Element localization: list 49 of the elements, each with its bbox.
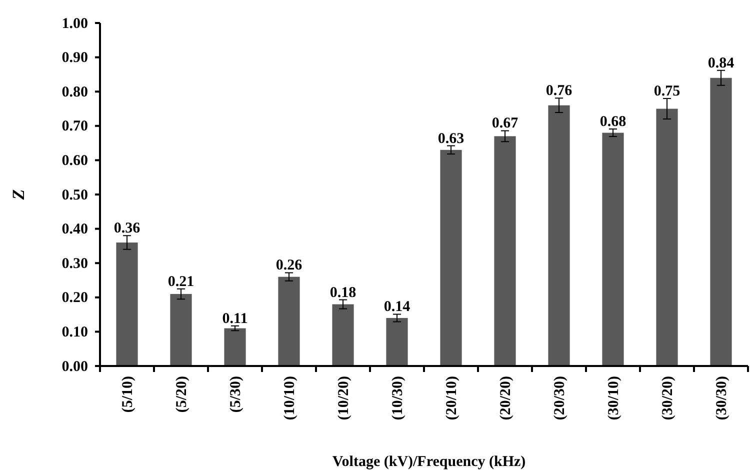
bar — [548, 105, 570, 366]
y-tick-label: 1.00 — [62, 16, 88, 32]
y-axis-title: Z — [9, 189, 28, 201]
bar — [440, 150, 462, 366]
x-tick-label: (10/20) — [336, 376, 352, 420]
x-tick-label: (20/10) — [444, 376, 460, 420]
bar — [710, 78, 732, 366]
data-label: 0.75 — [654, 83, 680, 100]
x-tick-label: (30/30) — [714, 376, 730, 420]
x-tick-label: (20/30) — [552, 376, 568, 420]
y-tick-label: 0.70 — [62, 118, 88, 135]
data-label: 0.76 — [546, 83, 573, 100]
x-tick-label: (10/10) — [282, 376, 298, 420]
data-label: 0.36 — [114, 220, 141, 237]
x-axis-title: Voltage (kV)/Frequency (kHz) — [332, 454, 526, 470]
y-tick-label: 0.50 — [62, 187, 88, 204]
data-label: 0.21 — [168, 274, 194, 290]
bar — [386, 318, 408, 366]
data-label: 0.84 — [708, 55, 735, 72]
data-label: 0.14 — [384, 299, 411, 316]
data-label: 0.67 — [492, 116, 519, 132]
bar — [170, 294, 192, 366]
x-tick-label: (30/10) — [606, 376, 622, 420]
x-tick-label: (5/20) — [174, 376, 190, 413]
bar — [224, 328, 246, 366]
bar — [656, 108, 678, 366]
bar — [332, 304, 354, 366]
bar — [116, 242, 138, 366]
y-tick-label: 0.00 — [62, 358, 88, 375]
x-tick-label: (5/30) — [228, 376, 244, 413]
y-tick-label: 0.20 — [62, 290, 88, 306]
x-tick-label: (5/10) — [120, 376, 136, 413]
bar — [602, 132, 624, 366]
bar — [494, 136, 516, 366]
data-label: 0.68 — [600, 114, 626, 130]
data-label: 0.11 — [222, 310, 248, 327]
data-label: 0.26 — [276, 258, 303, 274]
x-tick-label: (10/30) — [390, 376, 406, 420]
y-tick-label: 0.30 — [62, 256, 88, 272]
x-tick-label: (30/20) — [660, 376, 676, 420]
y-tick-label: 0.60 — [62, 153, 88, 169]
bar — [278, 276, 300, 366]
x-tick-label: (20/20) — [498, 376, 514, 420]
y-tick-label: 0.90 — [62, 50, 88, 66]
data-label: 0.63 — [438, 130, 464, 147]
data-label: 0.18 — [330, 284, 356, 301]
y-tick-label: 0.10 — [62, 324, 88, 340]
y-tick-label: 0.40 — [62, 222, 88, 238]
y-tick-label: 0.80 — [62, 84, 88, 100]
